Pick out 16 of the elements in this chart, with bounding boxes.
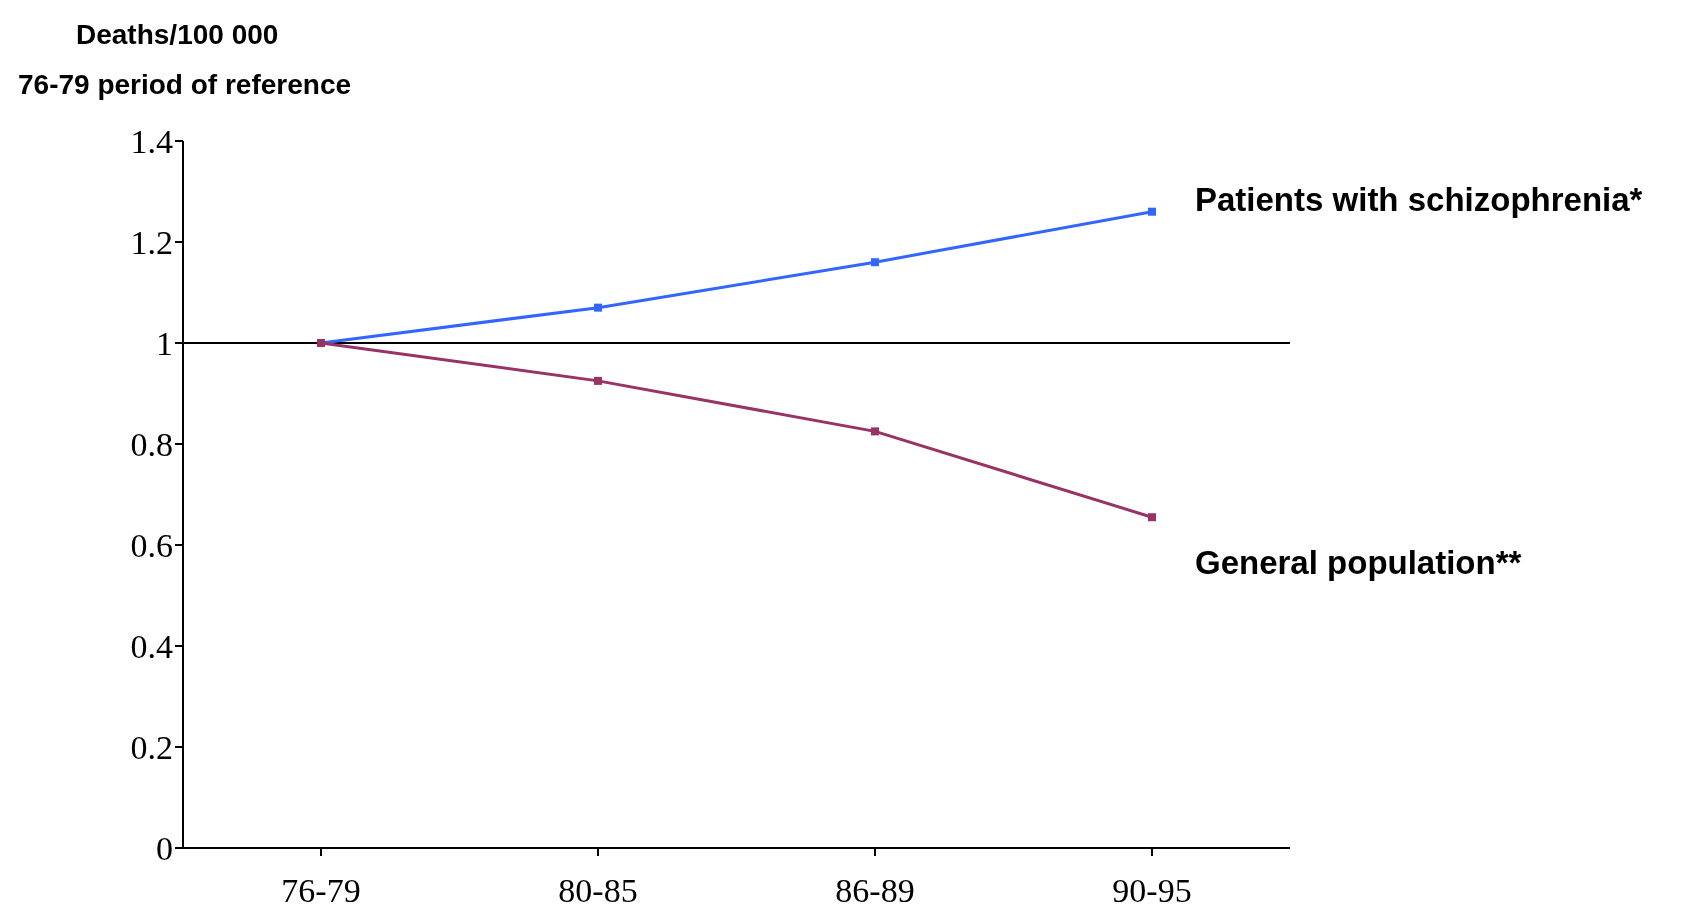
x-tick-label: 86-89	[835, 872, 915, 910]
y-tick-label: 0.8	[130, 426, 173, 464]
x-tick-label: 80-85	[558, 872, 638, 910]
chart-subtitle: 76-79 period of reference	[18, 68, 352, 102]
y-tick-label: 0	[156, 830, 173, 868]
y-tick-label: 0.4	[130, 628, 173, 666]
x-tick-label: 90-95	[1112, 872, 1192, 910]
x-tick-label: 76-79	[281, 872, 361, 910]
series-label: General population**	[1195, 544, 1522, 582]
series-label: Patients with schizophrenia*	[1195, 180, 1643, 218]
y-tick-label: 1.4	[130, 123, 173, 161]
chart-title: Deaths/100 000	[75, 18, 280, 52]
y-tick-label: 1	[156, 325, 173, 363]
y-tick-label: 1.2	[130, 224, 173, 262]
y-tick-label: 0.2	[130, 729, 173, 767]
y-tick-label: 0.6	[130, 527, 173, 565]
